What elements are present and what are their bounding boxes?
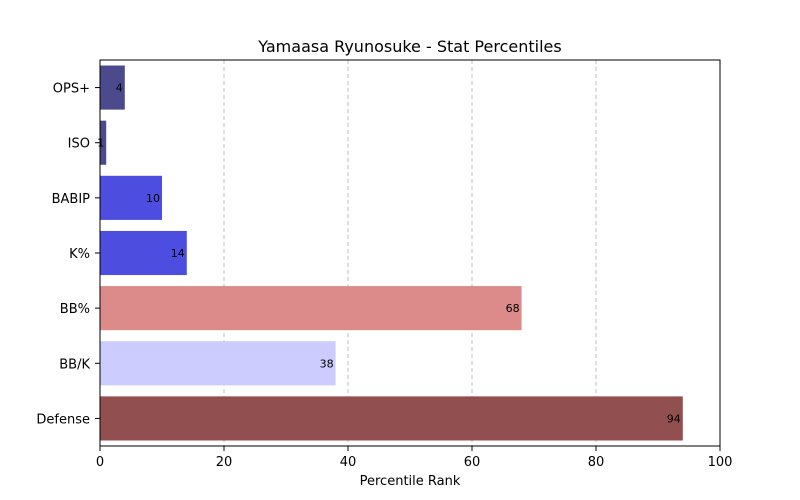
x-tick-label-100: 100 [708,455,733,470]
bar-ops [100,65,125,110]
bar-iso [100,120,107,165]
y-tick-label-k: K% [69,247,90,262]
bar-defense [100,396,683,441]
bar-babip [100,175,162,220]
grid-lines [223,60,597,446]
y-tick-label-defense: Defense [36,412,90,427]
x-tick-label-60: 60 [464,455,481,470]
plot-frame [99,59,721,447]
y-tick-label-ops: OPS+ [53,82,90,97]
bars-group: 4 1 10 14 68 38 94 [97,65,683,441]
data-label-babip: 10 [146,192,160,205]
y-tick-label-babip: BABIP [52,192,91,207]
chart-title: Yamaasa Ryunosuke - Stat Percentiles [257,37,561,56]
data-label-bb: 68 [506,302,520,315]
x-axis-label: Percentile Rank [360,474,461,489]
x-tick-label-0: 0 [96,455,104,470]
x-tick-label-80: 80 [588,455,605,470]
y-axis: OPS+ ISO BABIP K% BB% BB/K Defense [36,82,100,427]
data-label-defense: 94 [667,412,681,425]
data-label-ops: 4 [116,82,123,95]
y-tick-label-bb: BB% [60,302,90,317]
bar-bb-k [100,341,336,386]
y-tick-label-bb-k: BB/K [59,357,90,372]
bar-k [100,230,187,276]
x-tick-label-40: 40 [340,455,357,470]
data-label-bb-k: 38 [320,357,334,370]
data-label-k: 14 [171,247,185,260]
x-tick-label-20: 20 [216,455,233,470]
y-tick-label-iso: ISO [68,137,90,152]
data-label-iso: 1 [97,137,104,150]
x-axis: 0 20 40 60 80 100 [96,446,733,470]
bar-bb [100,286,522,331]
